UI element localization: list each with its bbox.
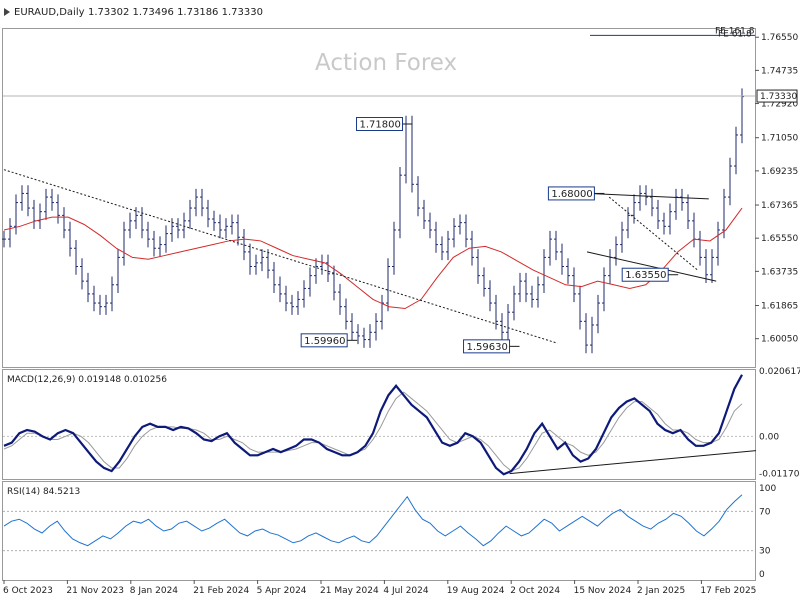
- price-label-text: 1.71800: [360, 120, 401, 131]
- rsi-panel: [3, 494, 755, 552]
- axes: 1.76550 1.74735 1.72920 1.71050 1.69235 1.673…: [3, 33, 800, 596]
- price-y-tick-label: 1.65550: [761, 234, 798, 244]
- rsi-line: [3, 494, 743, 547]
- rsi-y-tick-label: 30: [759, 547, 771, 557]
- price-label-text: 1.63550: [625, 270, 666, 281]
- price-label: 1.71800: [356, 117, 413, 132]
- price-y-tick-label: 1.63735: [761, 267, 798, 277]
- price-label: 1.59630: [463, 339, 520, 354]
- macd-signal-line: [3, 391, 743, 472]
- rsi-y-tick-label: 0: [759, 570, 765, 580]
- macd-y-tick-label: -0.011704: [759, 469, 800, 479]
- fe-161-8-label: FE 161.8: [715, 26, 755, 36]
- x-tick-label: 21 May 2024: [320, 586, 379, 596]
- macd-title: MACD(12,26,9) 0.019148 0.010256: [7, 375, 167, 385]
- macd-line: [3, 374, 743, 476]
- price-y-tick-label: 1.61865: [761, 302, 798, 312]
- trendline: [3, 169, 558, 344]
- symbol-label: EURAUD,Daily: [14, 7, 85, 18]
- fe-61-8-label: FE 61.8: [718, 29, 752, 39]
- header-icon[interactable]: [4, 8, 10, 16]
- watermark: Action Forex: [315, 50, 457, 76]
- price-y-tick-label: 1.71050: [761, 134, 798, 144]
- rsi-y-tick-label: 70: [759, 507, 771, 517]
- price-label: 1.68000: [547, 186, 605, 201]
- x-tick-label: 4 Jul 2024: [383, 586, 428, 596]
- macd-y-tick-label: 0.020617: [759, 367, 800, 377]
- price-y-tick-label: 1.67365: [761, 201, 798, 211]
- x-tick-label: 6 Oct 2023: [3, 586, 53, 596]
- price-y-tick-label: 1.72920: [761, 100, 798, 110]
- x-tick-label: 21 Feb 2024: [193, 586, 249, 596]
- price-y-tick-label: 1.76550: [761, 33, 798, 43]
- x-tick-label: 15 Nov 2024: [574, 586, 632, 596]
- price-panel-frame: [2, 28, 756, 368]
- macd-trendline: [509, 450, 757, 475]
- price-label: 1.59960: [300, 333, 358, 348]
- macd-panel-frame: [2, 369, 756, 480]
- trendline: [586, 192, 709, 200]
- ohlc-values: 1.73302 1.73496 1.73186 1.73330: [88, 7, 263, 18]
- x-tick-label: 5 Apr 2024: [257, 586, 307, 596]
- x-tick-label: 21 Nov 2023: [66, 586, 124, 596]
- current-price-label: 1.73330: [760, 92, 797, 102]
- x-tick-label: 2 Oct 2024: [510, 586, 560, 596]
- price-label: 1.63550: [621, 267, 679, 282]
- current-price-badge: [756, 89, 798, 103]
- price-label-text: 1.59960: [304, 336, 345, 347]
- macd-panel: [3, 374, 757, 476]
- x-tick-label: 19 Aug 2024: [447, 586, 505, 596]
- panel-frames: [2, 28, 756, 581]
- rsi-title: RSI(14) 84.5213: [7, 487, 80, 497]
- rsi-panel-frame: [2, 481, 756, 581]
- price-label-text: 1.59630: [467, 342, 508, 353]
- macd-y-tick-label: 0.00: [759, 432, 779, 442]
- x-tick-label: 17 Feb 2025: [700, 586, 756, 596]
- price-panel: FE 161.8FE 61.8 1.71800 1.59960 1.68000 1.59…: [2, 26, 755, 354]
- price-label-text: 1.68000: [551, 189, 592, 200]
- moving-average-line: [3, 207, 743, 310]
- trendline: [586, 251, 717, 282]
- x-tick-label: 8 Jan 2024: [130, 586, 178, 596]
- ohlc-bars: [2, 88, 744, 354]
- price-y-tick-label: 1.69235: [761, 167, 798, 177]
- x-tick-label: 2 Jan 2025: [637, 586, 685, 596]
- price-y-tick-label: 1.74735: [761, 66, 798, 76]
- rsi-y-tick-label: 100: [759, 484, 776, 494]
- trendline: [608, 196, 699, 271]
- price-y-tick-label: 1.60050: [761, 335, 798, 345]
